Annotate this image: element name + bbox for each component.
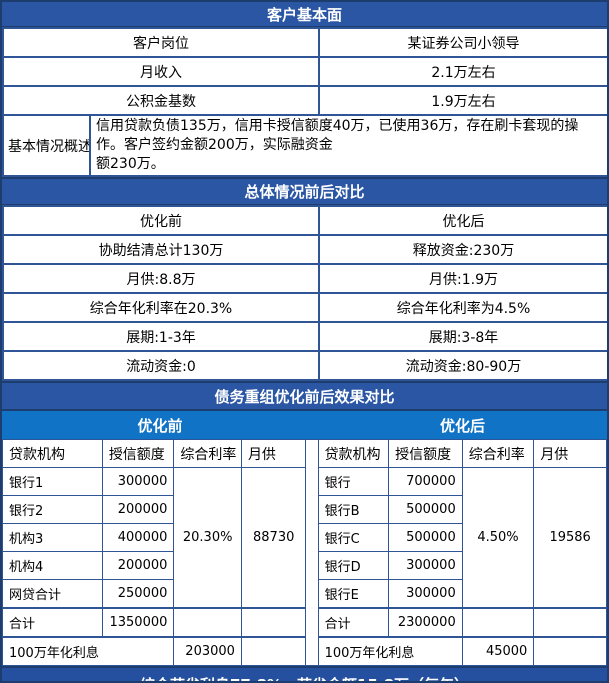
cell-after-total-label: 合计 <box>317 607 390 638</box>
text-basic-overview: 信用贷款负债135万，信用卡授信额度40万，已使用36万，存在刷卡套现的操作。客… <box>89 114 607 177</box>
cell-before-org: 银行2 <box>2 495 103 524</box>
table-row: 月收入 2.1万左右 <box>2 56 607 87</box>
cell-empty <box>240 607 307 638</box>
table-header-row: 贷款机构 授信额度 综合利率 月供 贷款机构 授信额度 综合利率 月供 <box>2 439 607 666</box>
table-row: 机构3 400000 银行C 500000 <box>2 523 607 552</box>
cell-before-interest: 203000 <box>173 636 242 666</box>
cell-after-credit: 300000 <box>388 551 463 580</box>
label-monthly-income: 月收入 <box>2 56 320 87</box>
cell-after-org: 银行B <box>317 495 390 524</box>
cell-before-monthly-payment: 月供:8.8万 <box>2 263 320 294</box>
cell-after-term: 展期:3-8年 <box>318 321 607 352</box>
cell-before-monthly-merged: 88730 <box>240 467 307 609</box>
cell-after-org: 银行D <box>317 551 390 580</box>
table-row: 月供:8.8万 月供:1.9万 <box>2 263 607 294</box>
cell-before-term: 展期:1-3年 <box>2 321 320 352</box>
cell-after-credit: 300000 <box>388 579 463 609</box>
cell-before-credit: 200000 <box>101 495 175 524</box>
section-title-restructure-comparison: 债务重组优化前后效果对比 <box>2 381 607 410</box>
table-row: 协助结清总计130万 释放资金:230万 <box>2 234 607 265</box>
value-monthly-income: 2.1万左右 <box>318 56 607 87</box>
column-header-after: 优化后 <box>318 205 607 236</box>
cell-before-liquidity: 流动资金:0 <box>2 350 320 381</box>
header-before-monthly: 月供 <box>240 439 307 468</box>
basic-info-table: 客户岗位 某证券公司小领导 月收入 2.1万左右 公积金基数 1.9万左右 基本… <box>2 27 607 177</box>
cell-empty <box>533 636 607 666</box>
table-row: 公积金基数 1.9万左右 <box>2 85 607 116</box>
header-after-monthly: 月供 <box>533 439 607 468</box>
label-basic-overview: 基本情况概述 <box>2 114 91 177</box>
cell-before-org: 银行1 <box>2 467 103 496</box>
restructure-detail-table: 贷款机构 授信额度 综合利率 月供 贷款机构 授信额度 综合利率 月供 银行1 … <box>2 439 607 666</box>
cell-before-org: 机构4 <box>2 551 103 580</box>
cell-before-rate-merged: 20.30% <box>173 467 242 609</box>
cell-empty <box>461 607 535 638</box>
header-after-credit: 授信额度 <box>388 439 463 468</box>
table-row: 优化前 优化后 <box>2 205 607 236</box>
header-before-rate: 综合利率 <box>173 439 242 468</box>
header-after-rate: 综合利率 <box>461 439 535 468</box>
label-customer-position: 客户岗位 <box>2 27 320 58</box>
overall-comparison-table: 优化前 优化后 协助结清总计130万 释放资金:230万 月供:8.8万 月供:… <box>2 205 607 381</box>
section-title-customer-basics: 客户基本面 <box>2 2 607 27</box>
subheader-after: 优化后 <box>439 416 485 435</box>
table-row: 客户岗位 某证券公司小领导 <box>2 27 607 58</box>
header-after-org: 贷款机构 <box>317 439 390 468</box>
table-row: 展期:1-3年 展期:3-8年 <box>2 321 607 352</box>
header-before-credit: 授信额度 <box>101 439 175 468</box>
cell-after-org: 银行 <box>317 467 390 496</box>
cell-after-total: 2300000 <box>388 607 463 638</box>
section-title-overall-comparison: 总体情况前后对比 <box>2 177 607 205</box>
cell-before-interest-label: 100万年化利息 <box>2 636 175 666</box>
cell-before-credit: 300000 <box>101 467 175 496</box>
cell-after-credit: 500000 <box>388 523 463 552</box>
table-row: 基本情况概述 信用贷款负债135万，信用卡授信额度40万，已使用36万，存在刷卡… <box>2 114 607 177</box>
table-total-row: 合计 1350000 合计 2300000 <box>2 607 607 638</box>
cell-before-credit: 400000 <box>101 523 175 552</box>
cell-after-released-funds: 释放资金:230万 <box>318 234 607 265</box>
table-row: 机构4 200000 银行D 300000 <box>2 551 607 580</box>
value-housing-fund-base: 1.9万左右 <box>318 85 607 116</box>
cell-after-liquidity: 流动资金:80-90万 <box>318 350 607 381</box>
cell-empty <box>240 636 307 666</box>
cell-before-annual-rate: 综合年化利率在20.3% <box>2 292 320 323</box>
cell-after-org: 银行E <box>317 579 390 609</box>
header-before-org: 贷款机构 <box>2 439 103 468</box>
table-row: 流动资金:0 流动资金:80-90万 <box>2 350 607 381</box>
table-row: 网贷合计 250000 银行E 300000 <box>2 579 607 609</box>
cell-empty <box>533 607 607 638</box>
cell-after-monthly-merged: 19586 <box>533 467 607 609</box>
subheader-before: 优化前 <box>137 416 183 435</box>
label-housing-fund-base: 公积金基数 <box>2 85 320 116</box>
restructure-subheader: 优化前 优化后 <box>2 410 607 439</box>
cell-before-credit: 250000 <box>101 579 175 609</box>
cell-before-credit: 200000 <box>101 551 175 580</box>
cell-after-interest-label: 100万年化利息 <box>317 636 463 666</box>
table-interest-row: 100万年化利息 203000 100万年化利息 45000 <box>2 636 607 666</box>
cell-after-interest: 45000 <box>461 636 535 666</box>
cell-after-rate-merged: 4.50% <box>461 467 535 609</box>
cell-before-settled: 协助结清总计130万 <box>2 234 320 265</box>
column-header-before: 优化前 <box>2 205 320 236</box>
table-row: 银行2 200000 银行B 500000 <box>2 495 607 524</box>
cell-after-monthly-payment: 月供:1.9万 <box>318 263 607 294</box>
cell-before-org: 网贷合计 <box>2 579 103 609</box>
cell-before-total: 1350000 <box>101 607 175 638</box>
table-row: 综合年化利率在20.3% 综合年化利率为4.5% <box>2 292 607 323</box>
cell-before-total-label: 合计 <box>2 607 103 638</box>
cell-after-annual-rate: 综合年化利率为4.5% <box>318 292 607 323</box>
cell-after-credit: 700000 <box>388 467 463 496</box>
cell-after-org: 银行C <box>317 523 390 552</box>
cell-before-org: 机构3 <box>2 523 103 552</box>
cell-after-credit: 500000 <box>388 495 463 524</box>
cell-empty <box>173 607 242 638</box>
table-row: 银行1 300000 20.30% 88730 银行 700000 4.50% … <box>2 467 607 609</box>
savings-summary-bar: 综合节省利息77.8%，节省金额15.8万（每年） <box>2 666 607 681</box>
table-gap-column <box>305 439 319 666</box>
value-customer-position: 某证券公司小领导 <box>318 27 607 58</box>
